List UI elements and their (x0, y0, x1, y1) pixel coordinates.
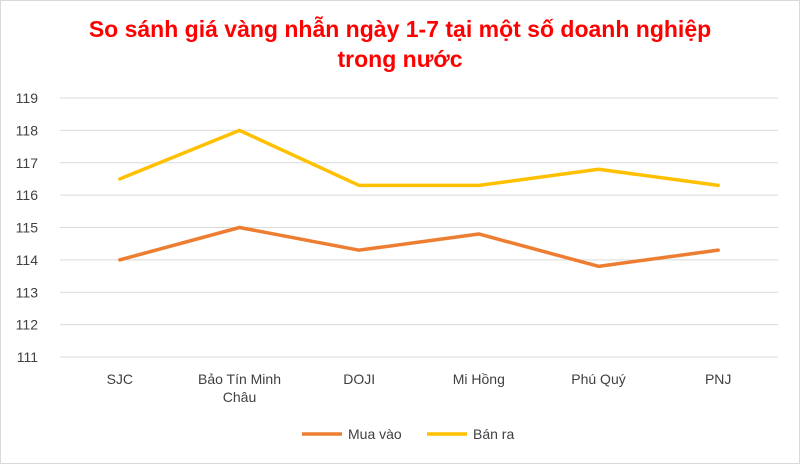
y-tick-label: 111 (17, 349, 38, 365)
x-tick-label: PNJ (705, 371, 731, 387)
chart-title: So sánh giá vàng nhẫn ngày 1-7 tại một s… (0, 14, 800, 74)
legend: Mua vào Bán ra (302, 426, 514, 442)
y-tick-label: 113 (16, 284, 39, 300)
y-tick-label: 116 (16, 187, 39, 203)
x-tick-label-line: Châu (223, 389, 256, 405)
x-tick-label-line: Bảo Tín Minh (198, 371, 281, 387)
x-tick-label: DOJI (343, 371, 375, 387)
x-tick-label-line: Mi Hồng (453, 371, 505, 387)
x-tick-label-line: PNJ (705, 371, 731, 387)
x-tick-label-line: SJC (107, 371, 133, 387)
y-axis-ticks: 111 112 113 114 115 116 117 118 119 (16, 90, 39, 365)
legend-label: Mua vào (348, 426, 402, 442)
y-tick-label: 118 (16, 122, 39, 138)
y-tick-label: 115 (16, 220, 39, 236)
series-line-2 (118, 128, 720, 188)
x-tick-label-line: DOJI (343, 371, 375, 387)
chart-title-line-1: So sánh giá vàng nhẫn ngày 1-7 tại một s… (88, 16, 712, 42)
legend-label: Bán ra (473, 426, 514, 442)
y-tick-label: 117 (16, 155, 39, 171)
x-axis-ticks: SJC Bảo Tín Minh Châu DOJI Mi Hồng Phú Quý PNJ (107, 371, 732, 405)
y-tick-label: 114 (16, 252, 39, 268)
x-tick-label: Mi Hồng (453, 371, 505, 387)
x-tick-label: Phú Quý (571, 371, 625, 387)
y-tick-label: 112 (16, 317, 39, 333)
gridlines (60, 97, 778, 358)
x-tick-label: SJC (107, 371, 133, 387)
x-tick-label: Bảo Tín Minh Châu (198, 371, 281, 405)
y-tick-label: 119 (16, 90, 39, 106)
chart-title-line-2: trong nước (337, 46, 463, 72)
x-tick-label-line: Phú Quý (571, 371, 625, 387)
series-line-1 (118, 225, 720, 269)
series-lines (118, 128, 720, 269)
